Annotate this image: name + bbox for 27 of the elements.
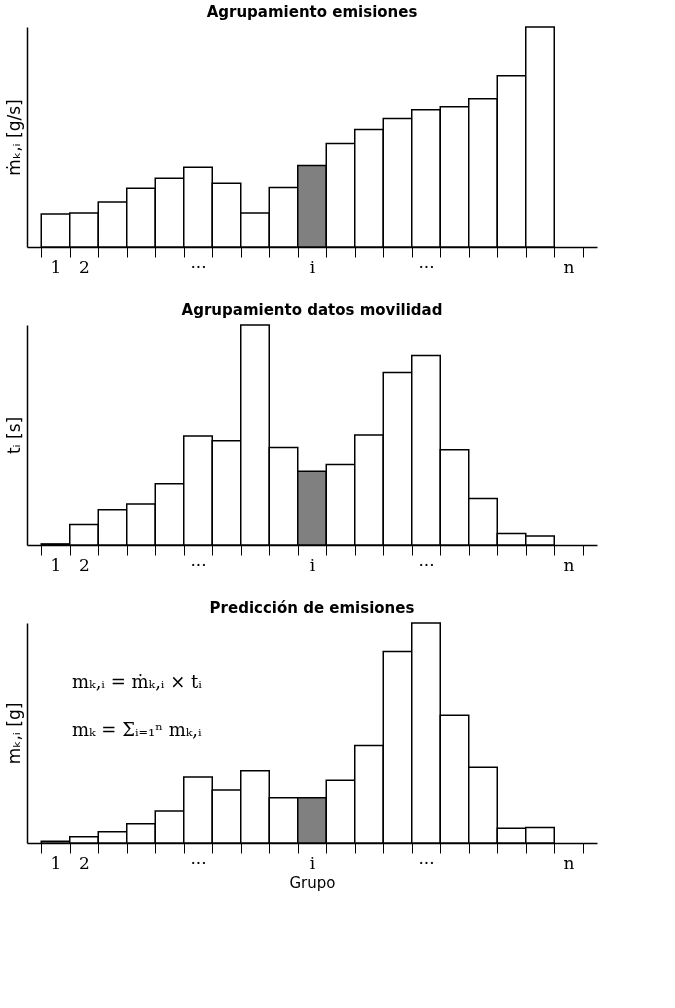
x-tick-label: 2: [79, 256, 90, 277]
chart-title: Agrupamiento emisiones: [206, 3, 418, 22]
x-tick-label: n: [563, 256, 575, 277]
x-tick-label: i: [309, 554, 316, 575]
y-axis-title: mₖ,ᵢ [g]: [3, 702, 24, 765]
x-tick-label: n: [563, 554, 575, 575]
annotation: mₖ = Σᵢ₌₁ⁿ mₖ,ᵢ: [72, 719, 203, 740]
x-tick-label: 2: [79, 554, 90, 575]
x-tick-label: n: [563, 852, 575, 873]
x-tick-label: 1: [50, 554, 62, 575]
chart-title: Agrupamiento datos movilidad: [181, 301, 443, 320]
x-tick-label: ···: [190, 256, 207, 277]
y-axis-title: ṁₖ,ᵢ [g/s]: [3, 99, 24, 176]
x-tick-label: ···: [418, 852, 435, 873]
x-tick-label: 1: [50, 256, 62, 277]
x-tick-label: ···: [190, 852, 207, 873]
x-tick-label: ···: [418, 554, 435, 575]
annotation: mₖ,ᵢ = ṁₖ,ᵢ × tᵢ: [72, 671, 203, 692]
x-tick-label: 2: [79, 852, 90, 873]
chart-title: Predicción de emisiones: [209, 599, 415, 618]
x-tick-label: i: [309, 256, 316, 277]
x-tick-label: i: [309, 852, 316, 873]
x-tick-label: 1: [50, 852, 62, 873]
x-axis-title: Grupo: [289, 873, 336, 892]
x-tick-label: ···: [190, 554, 207, 575]
x-tick-label: ···: [418, 256, 435, 277]
y-axis-title: tᵢ [s]: [3, 416, 24, 455]
